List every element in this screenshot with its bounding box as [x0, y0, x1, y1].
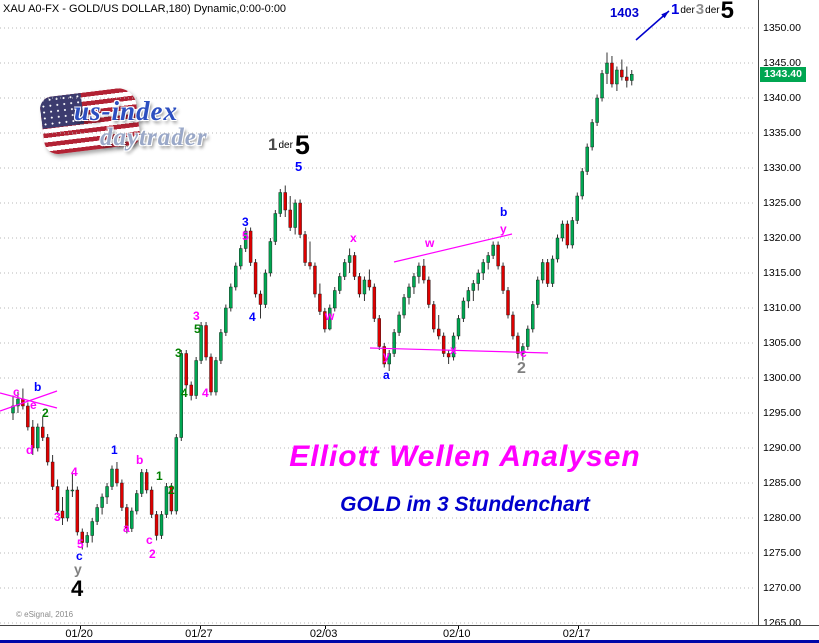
price-tick-label: 1270.00 — [763, 582, 801, 594]
time-tick-mark — [324, 626, 326, 629]
price-tick-label: 1275.00 — [763, 547, 801, 559]
degree-wave-1: 1 — [268, 135, 278, 154]
last-price-badge: 1343.40 — [760, 67, 806, 82]
price-tick-label: 1340.00 — [763, 92, 801, 104]
price-tick-label: 1295.00 — [763, 407, 801, 419]
price-tick-label: 1315.00 — [763, 267, 801, 279]
logo-text-line2: daytrader — [100, 124, 208, 151]
time-tick-label: 02/03 — [309, 628, 338, 640]
degree-wave-3: 3 — [695, 1, 705, 18]
subheadline-annotation: GOLD im 3 Stundenchart — [340, 493, 590, 516]
price-axis[interactable]: 1343.40 1350.00 1345.00 1340.00 1335.00 1330… — [758, 0, 819, 629]
price-tick-label: 1290.00 — [763, 442, 801, 454]
copyright-text: © eSignal, 2016 — [16, 610, 74, 619]
chart-canvas[interactable] — [0, 0, 758, 625]
time-tick-label: 02/10 — [443, 628, 471, 640]
degree-der-text: der — [278, 140, 293, 151]
price-tick-label: 1310.00 — [763, 302, 801, 314]
time-tick-label: 01/20 — [65, 628, 93, 640]
time-axis[interactable]: 01/20 01/27 02/03 02/10 02/17 — [0, 625, 819, 640]
price-tick-label: 1350.00 — [763, 22, 801, 34]
price-tick-label: 1325.00 — [763, 197, 801, 209]
degree-wave-5: 5 — [294, 130, 310, 160]
price-tick-label: 1320.00 — [763, 232, 801, 244]
price-tick-label: 1345.00 — [763, 57, 801, 69]
wave-degree-label-peak: 1 der 5 — [268, 130, 310, 161]
time-tick-label: 01/27 — [185, 628, 213, 640]
time-tick-mark — [458, 626, 459, 629]
wave-degree-label-top-right: 1 der 3 der 5 — [671, 0, 734, 25]
price-tick-label: 1280.00 — [763, 512, 801, 524]
chart-title: XAU A0-FX - GOLD/US DOLLAR,180) Dynamic,… — [3, 3, 287, 15]
price-tick-label: 1300.00 — [763, 372, 801, 384]
price-tick-label: 1335.00 — [763, 127, 801, 139]
price-tick-label: 1330.00 — [763, 162, 801, 174]
price-tick-label: 1305.00 — [763, 337, 801, 349]
time-tick-label: 02/17 — [562, 628, 591, 640]
degree-der-text: der — [680, 5, 695, 16]
degree-wave-5: 5 — [720, 0, 734, 24]
degree-wave-1: 1 — [671, 1, 680, 18]
brand-logo: us-index daytrader — [38, 84, 252, 174]
headline-annotation: Elliott Wellen Analysen — [289, 440, 641, 473]
price-tick-label: 1285.00 — [763, 477, 801, 489]
logo-text-line1: us-index — [74, 96, 179, 126]
time-tick-mark — [577, 626, 579, 629]
time-tick-mark — [80, 626, 82, 629]
time-tick-mark — [200, 626, 202, 629]
degree-der-text: der — [705, 5, 720, 16]
window-bottom-border — [0, 640, 819, 643]
target-price-label: 1403 — [610, 5, 639, 20]
